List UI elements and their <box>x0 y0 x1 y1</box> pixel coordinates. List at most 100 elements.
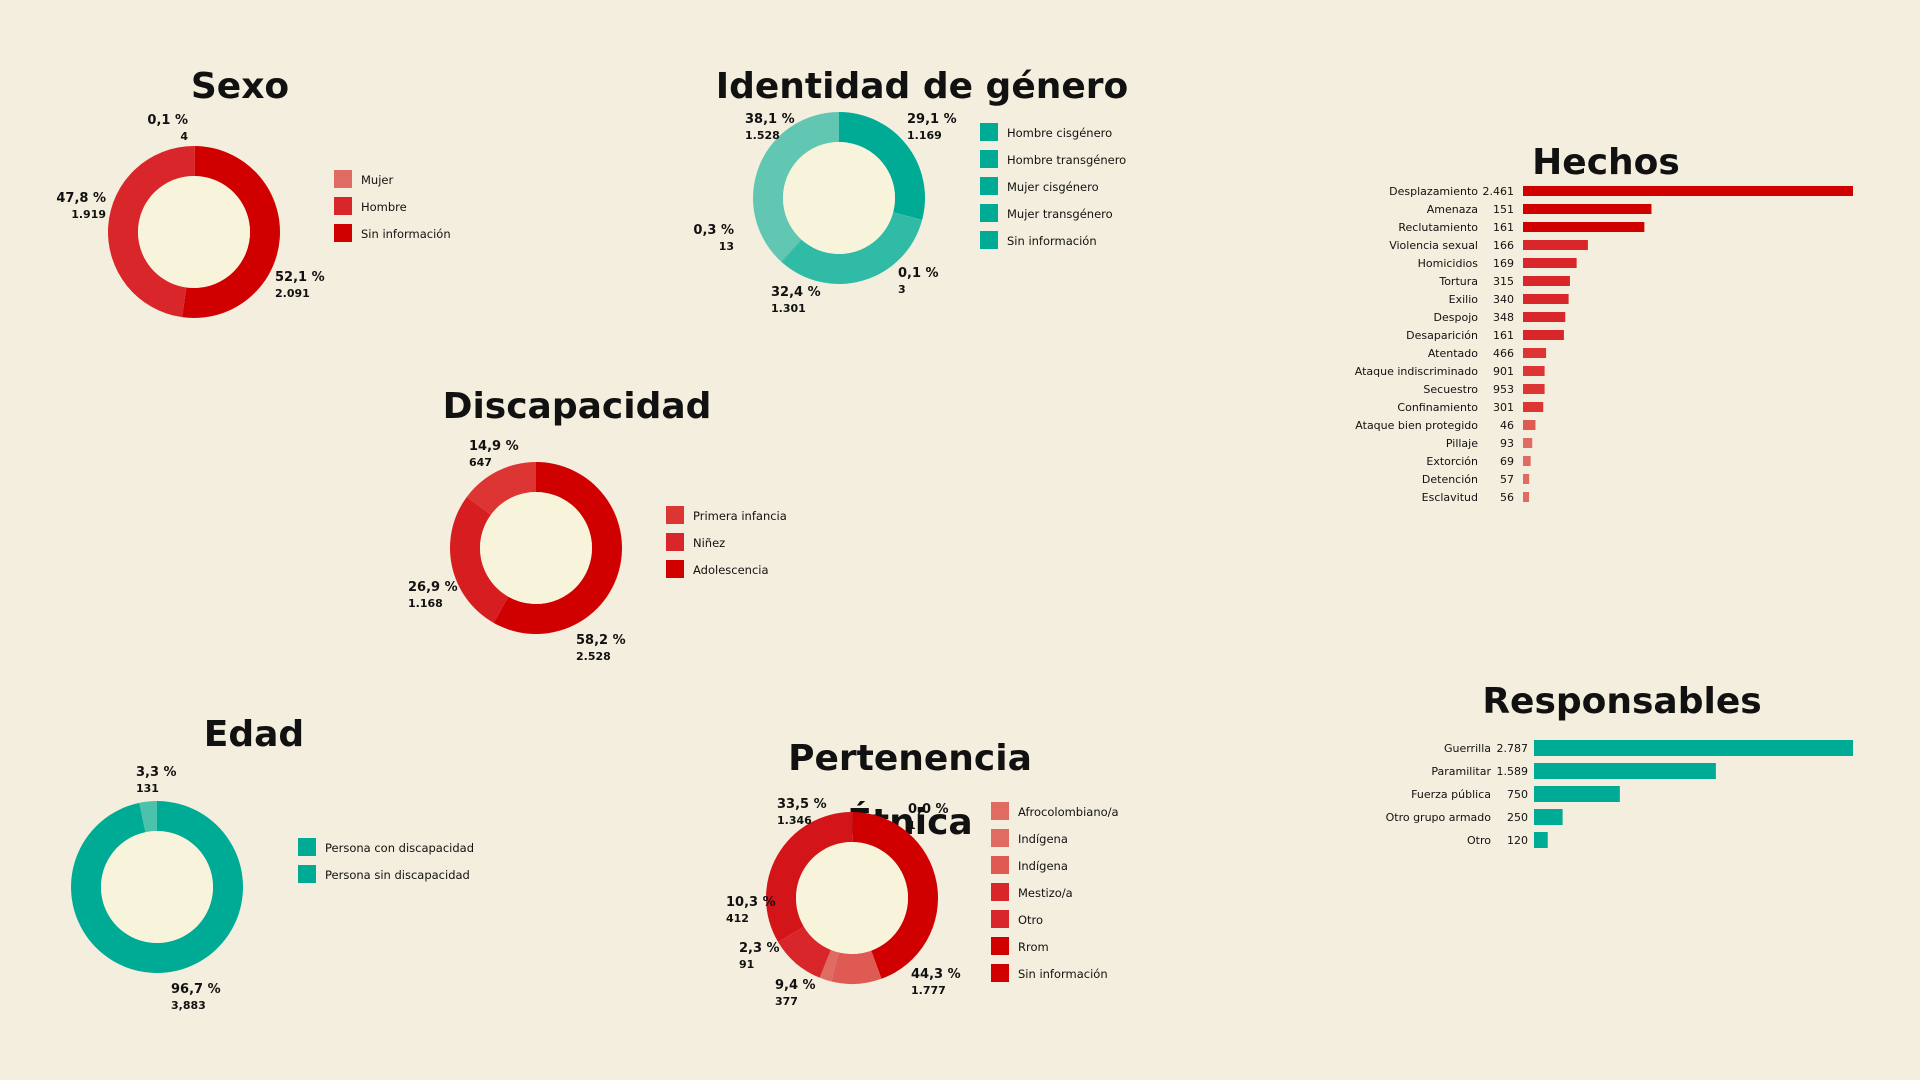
hechos-category-label: Desplazamiento <box>1389 185 1478 198</box>
hechos-bar-secuestro <box>1523 384 1545 394</box>
hechos-bar-ataque-indiscriminado <box>1523 366 1545 376</box>
hechos-value-label: 151 <box>1493 203 1514 216</box>
hechos-category-label: Ataque indiscriminado <box>1355 365 1478 378</box>
hechos-value-label: 93 <box>1500 437 1514 450</box>
hechos-bar-ataque-bien-protegido <box>1523 420 1536 430</box>
hechos-value-label: 161 <box>1493 221 1514 234</box>
sexo-slice-hombre <box>107 146 194 318</box>
hechos-category-label: Secuestro <box>1423 383 1478 396</box>
pertenencia-label-count: 377 <box>775 995 798 1008</box>
responsables-value-label: 2.787 <box>1497 742 1529 755</box>
hechos-value-label: 57 <box>1500 473 1514 486</box>
discapacidad-legend-swatch <box>666 560 684 578</box>
sexo-label-pct: 47,8 % <box>56 191 106 206</box>
discapacidad-label-pct: 26,9 % <box>408 580 458 595</box>
pertenencia-slice-mestizo-a <box>819 949 839 982</box>
identidad-slice-hombre-cisgenero <box>839 112 925 220</box>
pertenencia-label-pct: 33,5 % <box>777 797 827 812</box>
identidad-legend-swatch <box>980 177 998 195</box>
hechos-value-label: 348 <box>1493 311 1514 324</box>
hechos-bar-esclavitud <box>1523 492 1530 502</box>
sexo-legend-label: Mujer <box>361 173 393 187</box>
discapacidad-legend-swatch <box>666 533 684 551</box>
responsables-bar-chart: Responsables Guerrilla 2.787 Paramilitar 1.5… <box>1386 681 1853 848</box>
identidad-legend-swatch <box>980 150 998 168</box>
identidad-label-count: 1.301 <box>771 302 806 315</box>
identidad-legend-swatch <box>980 231 998 249</box>
identidad-slice-sin-informacion <box>752 112 839 262</box>
edad-title: Edad <box>204 714 304 755</box>
pertenencia-legend-swatch <box>991 964 1009 982</box>
discapacidad-label-pct: 58,2 % <box>576 633 626 648</box>
discapacidad-legend-label: Niñez <box>693 536 725 550</box>
hechos-bar-chart: Hechos Desplazamiento 2.461 Amenaza 151 Reclu… <box>1355 142 1853 504</box>
sexo-legend-label: Sin información <box>361 227 451 241</box>
responsables-title: Responsables <box>1482 681 1761 722</box>
responsables-value-label: 750 <box>1507 788 1528 801</box>
hechos-category-label: Homicidios <box>1418 257 1479 270</box>
pertenencia-legend-swatch <box>991 910 1009 928</box>
sexo-legend-swatch <box>334 170 352 188</box>
hechos-value-label: 161 <box>1493 329 1514 342</box>
hechos-category-label: Extorción <box>1426 455 1478 468</box>
hechos-value-label: 56 <box>1500 491 1514 504</box>
hechos-category-label: Esclavitud <box>1422 491 1478 504</box>
identidad-legend-label: Mujer cisgénero <box>1007 180 1099 194</box>
pertenencia-legend-label: Otro <box>1018 913 1043 927</box>
identidad-slice-mujer-cisgenero <box>893 212 923 221</box>
pertenencia-slice-sin-informacion <box>852 812 938 979</box>
pertenencia-label-pct: 2,3 % <box>739 941 780 956</box>
hechos-value-label: 301 <box>1493 401 1514 414</box>
identidad-label-count: 13 <box>719 240 734 253</box>
hechos-category-label: Violencia sexual <box>1389 239 1478 252</box>
responsables-category-label: Guerrilla <box>1444 742 1491 755</box>
edad-slice-persona-con-discapacidad <box>139 801 157 833</box>
hechos-category-label: Detención <box>1422 473 1478 486</box>
edad-slice-persona-sin-discapacidad <box>71 801 244 974</box>
pertenencia-legend-swatch <box>991 883 1009 901</box>
edad-label-count: 3,883 <box>171 999 206 1012</box>
identidad-label-pct: 0,1 % <box>898 266 939 281</box>
pertenencia-slice-otro <box>778 926 831 978</box>
edad-legend-label: Persona con discapacidad <box>325 841 474 855</box>
responsables-bar-fuerza-publica <box>1534 786 1620 802</box>
pertenencia-legend-label: Indígena <box>1018 832 1068 846</box>
responsables-bar-guerrilla <box>1534 740 1853 756</box>
hechos-bar-despojo <box>1523 312 1566 322</box>
identidad-label-pct: 0,3 % <box>693 223 734 238</box>
hechos-category-label: Amenaza <box>1427 203 1478 216</box>
responsables-bar-otro <box>1534 832 1548 848</box>
identidad-legend-label: Hombre transgénero <box>1007 153 1126 167</box>
pertenencia-legend-label: Afrocolombiano/a <box>1018 805 1119 819</box>
pertenencia-label-pct: 0,0 % <box>908 802 949 817</box>
hechos-category-label: Desaparición <box>1406 329 1478 342</box>
responsables-bar-otro-grupo-armado <box>1534 809 1563 825</box>
pertenencia-legend-label: Mestizo/a <box>1018 886 1073 900</box>
hechos-value-label: 953 <box>1493 383 1514 396</box>
discapacidad-slice-ninez <box>450 497 509 623</box>
discapacidad-title: Discapacidad <box>443 386 712 427</box>
sexo-donut-hole <box>138 176 250 288</box>
edad-legend-label: Persona sin discapacidad <box>325 868 470 882</box>
pertenencia-label-count: 1 <box>908 819 916 832</box>
pertenencia-label-count: 91 <box>739 958 754 971</box>
discapacidad-legend-label: Primera infancia <box>693 509 787 523</box>
pertenencia-label-count: 412 <box>726 912 749 925</box>
hechos-bar-pillaje <box>1523 438 1533 448</box>
sexo-label-pct: 52,1 % <box>275 270 325 285</box>
hechos-bar-desaparicion <box>1523 330 1564 340</box>
hechos-category-label: Despojo <box>1434 311 1479 324</box>
identidad-label-count: 1.169 <box>907 129 942 142</box>
pertenencia-legend-label: Rrom <box>1018 940 1049 954</box>
responsables-category-label: Otro grupo armado <box>1386 811 1492 824</box>
hechos-category-label: Confinamiento <box>1397 401 1478 414</box>
pertenencia-legend-swatch <box>991 802 1009 820</box>
hechos-value-label: 169 <box>1493 257 1514 270</box>
sexo-label-count: 1.919 <box>71 208 106 221</box>
hechos-value-label: 340 <box>1493 293 1514 306</box>
discapacidad-donut-hole <box>480 492 592 604</box>
hechos-bar-reclutamiento <box>1523 222 1645 232</box>
pertenencia-label-pct: 9,4 % <box>775 978 816 993</box>
